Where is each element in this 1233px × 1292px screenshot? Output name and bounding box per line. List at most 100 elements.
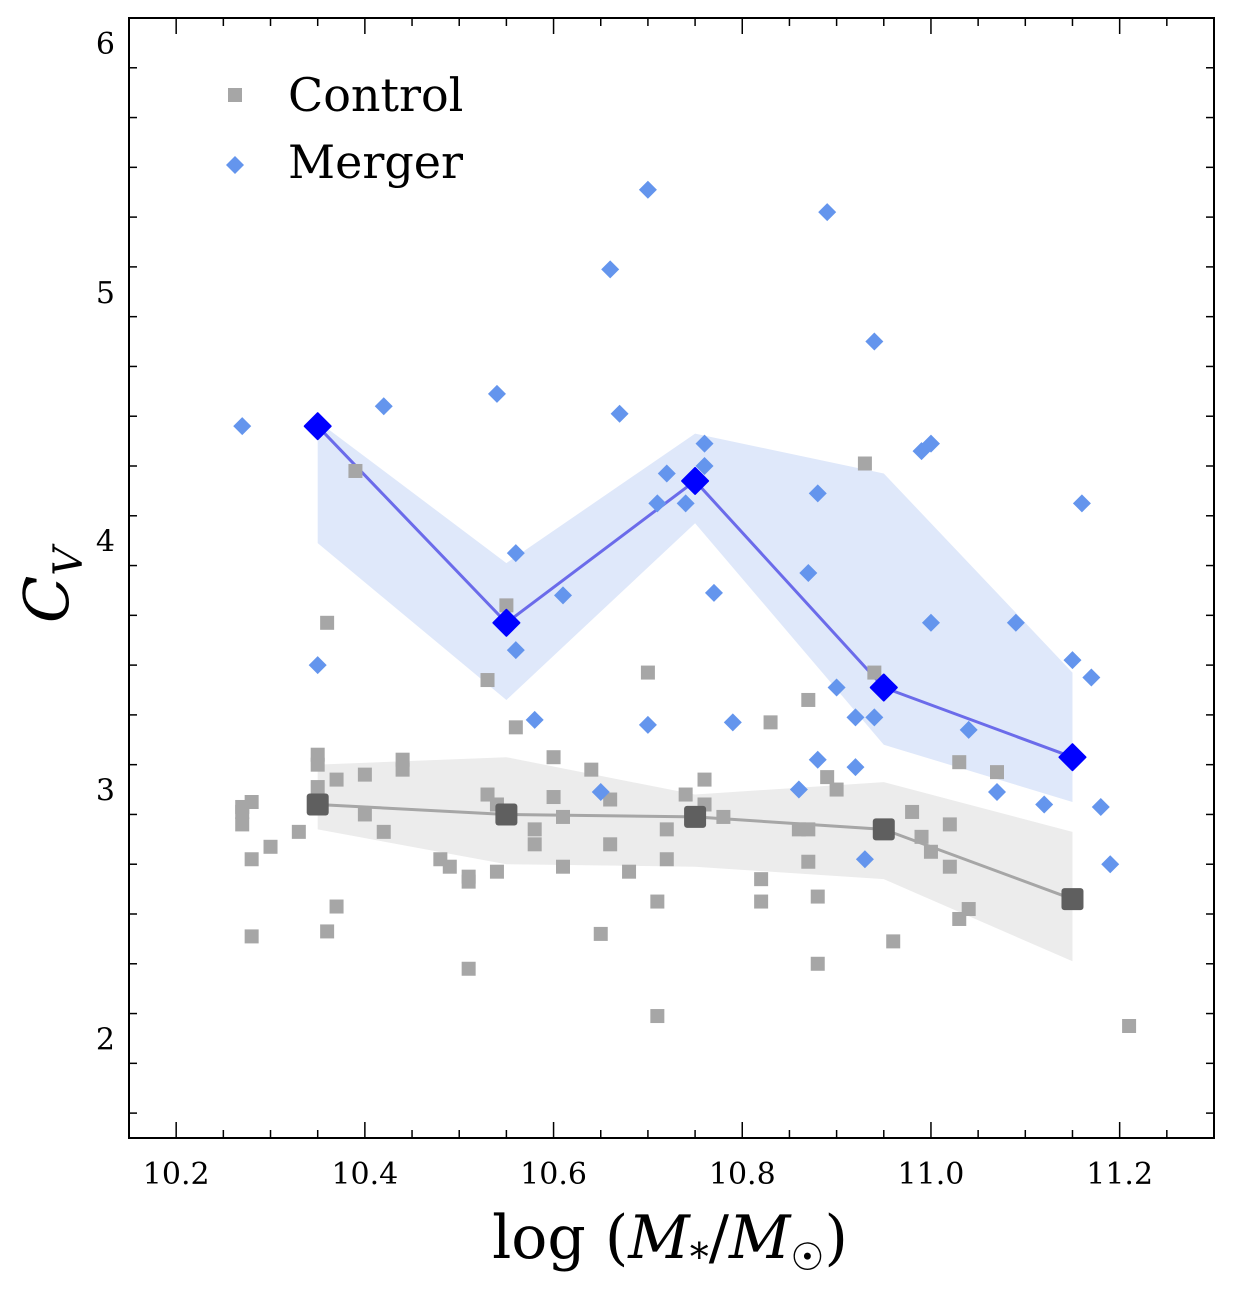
control-point [810,956,825,971]
band-merger [317,421,1073,802]
control-point [329,772,344,787]
y-tick-label: 2 [96,1022,115,1057]
plot-frame [128,17,1215,1139]
control-point [923,844,938,859]
control-point [310,780,325,795]
merger-point [1082,668,1101,687]
merger-point [591,783,610,802]
control-point [857,456,872,471]
control-point [942,859,957,874]
merger-point [789,780,808,799]
x-axis-title: log (M*/M☉) [492,1203,848,1279]
control-point [310,757,325,772]
merger-point [233,417,252,436]
merger-point [799,564,818,583]
merger-point [1072,494,1091,513]
merger-point [988,783,1006,802]
control-point [357,807,372,822]
control-median-marker [684,805,707,828]
x-tick-label: 10.4 [331,1157,398,1192]
legend-label-merger: Merger [288,135,463,189]
merger-median-marker [492,608,521,637]
merger-point [959,720,978,739]
control-point [990,765,1004,780]
merger-point [704,583,723,602]
control-point [584,762,599,777]
legend-label-control: Control [288,68,463,122]
control-point [763,715,778,730]
legend-marker-control [228,88,242,102]
control-point [914,829,929,844]
control-point [244,929,259,944]
y-tick-label: 3 [96,774,115,809]
merger-point [506,544,525,563]
control-point [640,665,655,680]
control-point [942,817,957,832]
x-tick-label: 11.2 [1086,1157,1153,1192]
merger-point [657,464,676,483]
merger-point [648,494,667,513]
control-point [527,837,542,852]
control-point [556,859,570,874]
control-point [867,665,882,680]
merger-point [921,613,940,632]
merger-median-marker [1058,743,1087,772]
control-point [810,889,825,904]
control-point [461,874,476,889]
control-point [320,924,335,939]
merger-point [638,715,657,734]
x-tick-label: 10.8 [709,1157,776,1192]
merger-point [865,708,884,727]
merger-point [610,404,629,423]
control-point [395,762,410,777]
merger-point [1091,797,1110,816]
merger-point [855,850,874,869]
merger-point [554,586,572,605]
control-point [508,720,523,735]
control-point [556,809,570,824]
control-point [546,750,561,765]
control-point [961,902,976,917]
control-point [527,822,542,837]
control-point [678,787,693,802]
control-point [829,782,844,797]
control-point [291,824,306,839]
control-point [235,817,250,832]
merger-point [676,494,695,513]
merger-point [1035,795,1054,814]
control-point [263,839,278,854]
legend: Control Merger [226,68,463,189]
scatter-points [233,180,1137,1033]
band-control [317,757,1073,962]
control-median-marker [306,793,329,816]
merger-point [525,710,544,729]
control-point [244,852,259,867]
legend-marker-merger [226,156,244,174]
x-tick-label: 10.6 [520,1157,587,1192]
control-point [244,795,259,809]
merger-point [1063,651,1082,670]
control-point [697,772,712,787]
control-point [546,790,561,805]
merger-point [846,708,865,727]
axis-ticks [129,17,1215,1138]
merger-point [808,750,827,769]
control-point [716,809,731,824]
control-point [329,899,344,914]
merger-point [487,384,506,403]
control-point [905,804,920,819]
control-point [820,770,835,785]
control-point [603,792,618,807]
control-point [603,837,618,852]
merger-point [865,332,884,351]
merger-point [723,713,742,732]
merger-point [695,457,714,475]
merger-point [921,434,940,453]
merger-point [695,434,714,453]
x-tick-label: 11.0 [898,1157,965,1192]
control-point [442,859,457,874]
merger-point [1006,613,1025,632]
tick-labels: 10.2 10.4 10.6 10.8 11.0 11.2 2 3 4 5 6 [96,27,1153,1192]
median-markers [303,412,1087,911]
